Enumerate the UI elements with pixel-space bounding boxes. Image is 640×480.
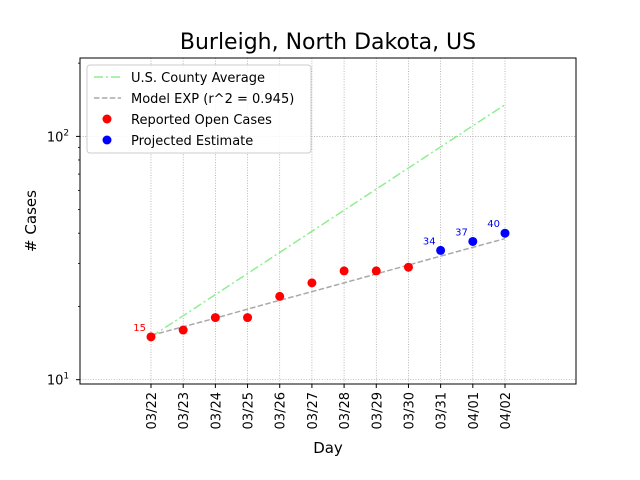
x-tick-label: 04/02: [499, 392, 514, 429]
legend-entry-label: Model EXP (r^2 = 0.945): [131, 92, 294, 107]
data-label: 37: [455, 227, 468, 238]
data-label: 40: [487, 219, 500, 230]
data-point: [403, 262, 413, 272]
data-point: [468, 236, 478, 246]
data-point: [275, 291, 285, 301]
data-point: [307, 278, 317, 288]
x-tick-label: 03/28: [338, 392, 353, 429]
legend-swatch-marker: [102, 135, 112, 145]
data-point: [371, 266, 381, 276]
x-tick-label: 03/25: [242, 392, 257, 429]
legend-swatch-marker: [102, 114, 112, 124]
legend-entry-label: U.S. County Average: [131, 71, 265, 86]
x-tick-label: 03/22: [145, 392, 160, 429]
x-tick-label: 03/30: [402, 392, 417, 429]
x-tick-label: 03/26: [274, 392, 289, 429]
x-tick-label: 03/23: [177, 392, 192, 429]
series-line: [150, 237, 506, 337]
data-point: [339, 266, 349, 276]
x-tick-label: 03/31: [435, 392, 450, 429]
data-point: [436, 245, 446, 255]
x-tick-label: 03/27: [306, 392, 321, 429]
data-point: [146, 332, 156, 342]
data-label: 34: [423, 236, 436, 247]
data-point: [178, 325, 188, 335]
x-tick-label: 03/29: [370, 392, 385, 429]
x-tick-label: 03/24: [209, 392, 224, 429]
chart-title: Burleigh, North Dakota, US: [180, 30, 476, 55]
axes-frame: [79, 57, 577, 385]
data-point: [500, 228, 510, 238]
legend-entry-label: Projected Estimate: [131, 134, 253, 149]
y-axis-label: # Cases: [22, 190, 40, 252]
plot-area: 03/22 03/23 03/24 03/25 03/26 03/27 03/28 03/29…: [47, 57, 577, 429]
x-axis-label: Day: [313, 439, 343, 457]
data-label: 15: [133, 323, 146, 334]
legend: U.S. County Average Model EXP (r^2 = 0.94…: [86, 64, 312, 154]
y-tick-label: 101: [47, 372, 69, 389]
data-point: [243, 313, 253, 323]
data-point: [210, 313, 220, 323]
legend-box: [86, 64, 312, 154]
series-line: [150, 104, 506, 338]
legend-entry-label: Reported Open Cases: [131, 113, 272, 128]
x-tick-label: 04/01: [467, 392, 482, 429]
y-tick-label: 102: [47, 128, 69, 145]
